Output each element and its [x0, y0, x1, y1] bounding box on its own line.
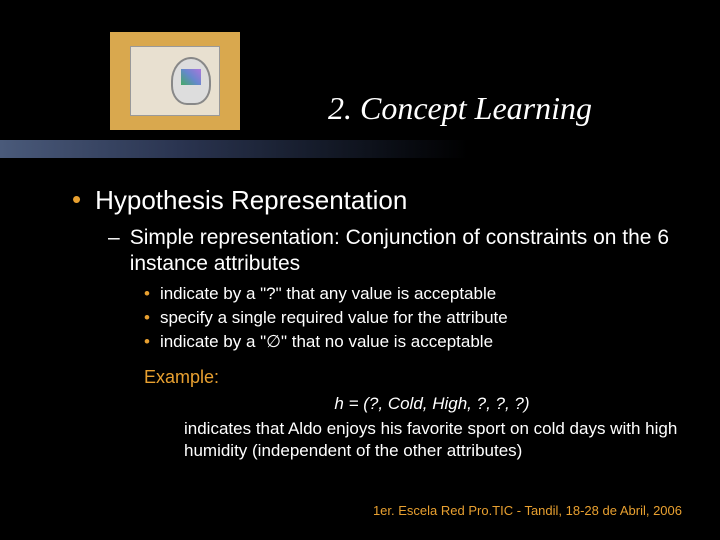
bullet-dot-icon: • [144, 331, 150, 353]
example-formula: h = (?, Cold, High, ?, ?, ?) [184, 394, 680, 414]
bullet-level3: • specify a single required value for th… [144, 307, 680, 329]
example-label: Example: [144, 367, 680, 388]
bullet-level3: • indicate by a "?" that any value is ac… [144, 283, 680, 305]
bullet-dot-icon: • [72, 185, 81, 213]
content-area: • Hypothesis Representation – Simple rep… [72, 185, 680, 462]
bullet-l3-text: indicate by a "∅" that no value is accep… [160, 331, 493, 353]
slide-title: 2. Concept Learning [328, 90, 592, 127]
bullet-l3-text: indicate by a "?" that any value is acce… [160, 283, 496, 305]
bullet-l2-text: Simple representation: Conjunction of co… [130, 225, 680, 277]
dash-icon: – [108, 225, 120, 251]
divider-bar [0, 140, 720, 158]
logo-box [110, 32, 240, 130]
bullet-dot-icon: • [144, 283, 150, 305]
bullet-level2: – Simple representation: Conjunction of … [108, 225, 680, 277]
bullet-level3: • indicate by a "∅" that no value is acc… [144, 331, 680, 353]
bullet-dot-icon: • [144, 307, 150, 329]
example-block: Example: h = (?, Cold, High, ?, ?, ?) in… [144, 367, 680, 462]
bullet-level1: • Hypothesis Representation [72, 185, 680, 215]
footer-text: 1er. Escela Red Pro.TIC - Tandil, 18-28 … [373, 503, 682, 518]
logo-image [130, 46, 220, 116]
example-description: indicates that Aldo enjoys his favorite … [184, 418, 680, 462]
bullet-l3-text: specify a single required value for the … [160, 307, 508, 329]
bullet-l1-text: Hypothesis Representation [95, 185, 407, 215]
